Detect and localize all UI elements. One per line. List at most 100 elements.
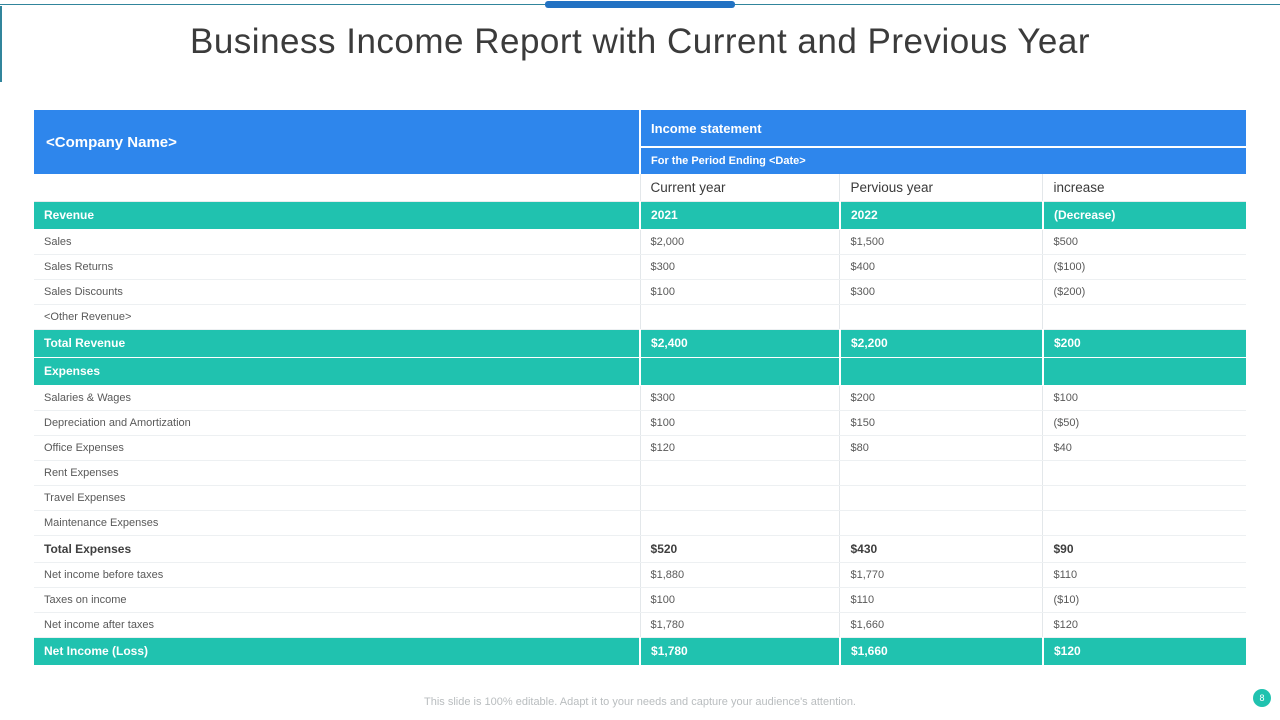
row-value: $1,660 [839, 612, 1043, 638]
row-label: Revenue [34, 200, 641, 230]
row-label: Travel Expenses [34, 485, 641, 511]
row-value [1042, 304, 1246, 330]
row-value: ($200) [1042, 279, 1246, 305]
row-value: ($10) [1042, 587, 1246, 613]
row-value [639, 304, 840, 330]
row-value [639, 510, 840, 536]
row-value: ($50) [1042, 410, 1246, 436]
row-value: $500 [1042, 229, 1246, 255]
table-row: Salaries & Wages $300 $200 $100 [34, 385, 1246, 411]
row-label: Expenses [34, 356, 641, 386]
row-value [1042, 460, 1246, 486]
column-header-current-year: Current year [639, 174, 840, 202]
table-row: Office Expenses $120 $80 $40 [34, 435, 1246, 461]
row-label: <Other Revenue> [34, 304, 641, 330]
row-value: $430 [839, 535, 1043, 563]
table-row: Total Expenses $520 $430 $90 [34, 535, 1246, 563]
row-value: $90 [1042, 535, 1246, 563]
row-label: Net income before taxes [34, 562, 641, 588]
row-value: $100 [639, 410, 840, 436]
table-row: Rent Expenses [34, 460, 1246, 486]
row-value: 2021 [639, 200, 840, 230]
row-value: 2022 [838, 200, 1043, 230]
row-label: Maintenance Expenses [34, 510, 641, 536]
row-value: $520 [639, 535, 840, 563]
table-row: Net income before taxes $1,880 $1,770 $110 [34, 562, 1246, 588]
row-label: Depreciation and Amortization [34, 410, 641, 436]
row-value [839, 485, 1043, 511]
row-value: $40 [1042, 435, 1246, 461]
row-value: $2,400 [639, 328, 840, 358]
row-value [839, 460, 1043, 486]
row-label: Total Revenue [34, 328, 641, 358]
row-value: $110 [1042, 562, 1246, 588]
row-value: $2,000 [639, 229, 840, 255]
row-value: $1,500 [839, 229, 1043, 255]
table-row: Sales Returns $300 $400 ($100) [34, 254, 1246, 280]
row-label: Salaries & Wages [34, 385, 641, 411]
top-accent-bar [545, 1, 735, 8]
table-row: Travel Expenses [34, 485, 1246, 511]
title-accent-bar [0, 6, 2, 82]
row-value: $80 [839, 435, 1043, 461]
row-value [1041, 356, 1246, 386]
income-statement-table: <Company Name> Income statement For the … [34, 110, 1246, 666]
row-label: Rent Expenses [34, 460, 641, 486]
row-value: $150 [839, 410, 1043, 436]
table-row: Taxes on income $100 $110 ($10) [34, 587, 1246, 613]
row-value: $200 [1041, 328, 1246, 358]
row-value: (Decrease) [1041, 200, 1246, 230]
row-label: Total Expenses [34, 535, 641, 563]
table-row: Maintenance Expenses [34, 510, 1246, 536]
table-row: Sales Discounts $100 $300 ($200) [34, 279, 1246, 305]
table-header-row-1: <Company Name> Income statement [34, 110, 1246, 174]
table-row: Depreciation and Amortization $100 $150 ($5… [34, 410, 1246, 436]
column-header-empty [34, 174, 641, 202]
row-label: Taxes on income [34, 587, 641, 613]
row-label: Office Expenses [34, 435, 641, 461]
table-header-row-2: For the Period Ending <Date> [34, 147, 1246, 174]
row-value: $1,770 [839, 562, 1043, 588]
row-value: $1,780 [639, 612, 840, 638]
row-label: Sales Discounts [34, 279, 641, 305]
page-title: Business Income Report with Current and … [189, 22, 1090, 61]
row-value [1042, 510, 1246, 536]
row-value: $120 [1041, 636, 1246, 666]
row-value [639, 356, 840, 386]
row-value: $1,880 [639, 562, 840, 588]
row-value [639, 460, 840, 486]
row-value: ($100) [1042, 254, 1246, 280]
row-value [839, 510, 1043, 536]
row-value: $400 [839, 254, 1043, 280]
table-body: Revenue 2021 2022 (Decrease) Sales $2,000 $1,5… [34, 200, 1246, 666]
row-value [839, 304, 1043, 330]
statement-title-cell: Income statement [640, 110, 1246, 149]
row-value: $120 [1042, 612, 1246, 638]
row-value: $300 [639, 385, 840, 411]
table-row: Expenses [34, 356, 1246, 386]
row-value: $100 [639, 587, 840, 613]
row-value: $120 [639, 435, 840, 461]
table-row: Revenue 2021 2022 (Decrease) [34, 200, 1246, 230]
row-value: $1,780 [639, 636, 840, 666]
row-label: Net income after taxes [34, 612, 641, 638]
row-value: $110 [839, 587, 1043, 613]
row-value: $300 [839, 279, 1043, 305]
table-row: Net Income (Loss) $1,780 $1,660 $120 [34, 636, 1246, 666]
row-value: $2,200 [838, 328, 1043, 358]
company-name-cell: <Company Name> [34, 110, 642, 174]
row-value: $1,660 [838, 636, 1043, 666]
period-ending-cell: For the Period Ending <Date> [640, 147, 1246, 174]
row-label: Net Income (Loss) [34, 636, 641, 666]
row-value [1042, 485, 1246, 511]
row-value [639, 485, 840, 511]
column-header-row: Current year Pervious year increase [34, 174, 1246, 202]
footer-note: This slide is 100% editable. Adapt it to… [424, 696, 856, 708]
row-value: $300 [639, 254, 840, 280]
table-row: Sales $2,000 $1,500 $500 [34, 229, 1246, 255]
row-value: $200 [839, 385, 1043, 411]
row-label: Sales [34, 229, 641, 255]
column-header-increase: increase [1042, 174, 1246, 202]
table-row: <Other Revenue> [34, 304, 1246, 330]
